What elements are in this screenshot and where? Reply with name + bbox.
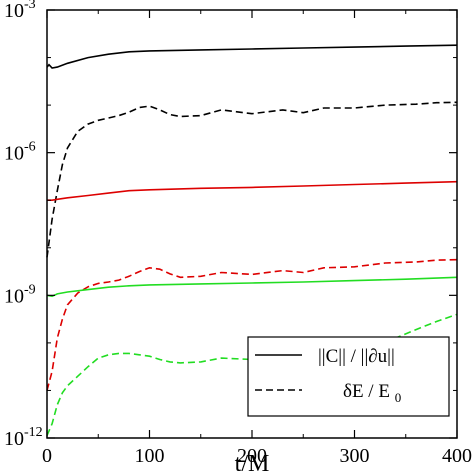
series-1-line <box>46 101 458 258</box>
legend-label-dashed: δE / E 0 <box>343 381 401 405</box>
x-axis-label: t/M <box>235 451 270 474</box>
y-tick-label: 10-6 <box>4 140 36 165</box>
x-tick-label: 100 <box>135 445 165 467</box>
legend-label-dashed-sub: 0 <box>395 390 402 405</box>
series-2-line <box>47 180 458 201</box>
legend: ||C|| / ||∂u|| δE / E 0 <box>247 336 450 417</box>
legend-label-solid: ||C|| / ||∂u|| <box>318 346 395 367</box>
x-tick-label: 200 <box>237 445 267 467</box>
x-tick-label: 0 <box>42 445 52 467</box>
series-4-line <box>46 276 458 298</box>
series-0-line <box>46 44 458 69</box>
y-tick-label: 10-3 <box>4 0 36 22</box>
legend-box <box>247 336 450 417</box>
label-layer: 0 100 200 300 400 10-3 10-6 10-9 10-12 t/M <box>4 0 472 474</box>
y-tick-label: 10-12 <box>4 425 43 450</box>
y-tick-label: 10-9 <box>4 282 36 307</box>
series-3-line <box>46 258 458 391</box>
tick-layer <box>46 9 458 439</box>
legend-label-dashed-main: δE / E <box>343 381 390 402</box>
x-tick-label: 400 <box>442 445 472 467</box>
x-tick-label: 300 <box>340 445 370 467</box>
